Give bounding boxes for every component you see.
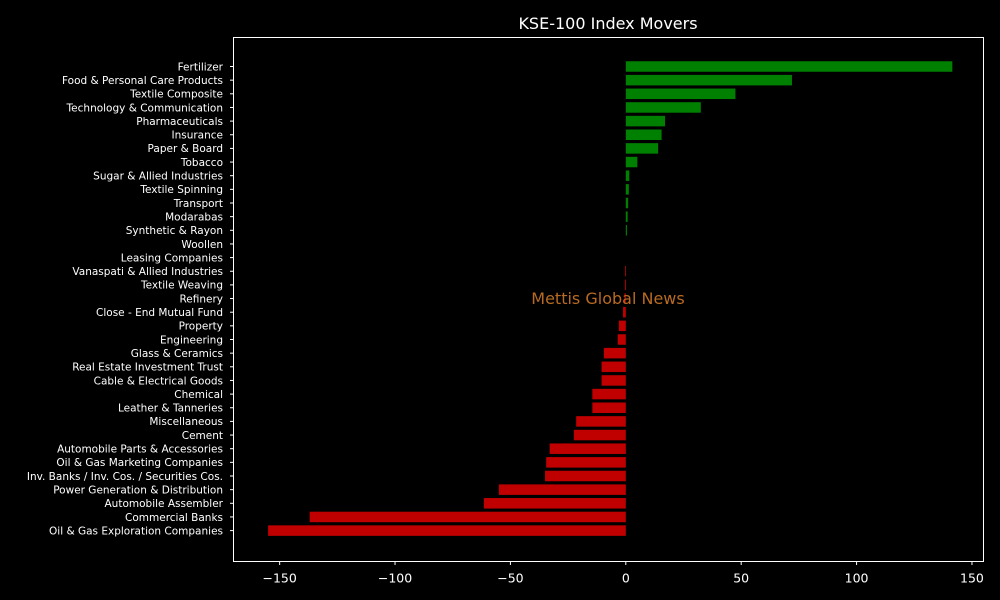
bar-transport bbox=[625, 197, 629, 209]
bar-power-generation-distribution bbox=[498, 484, 626, 495]
category-label: Property bbox=[179, 321, 223, 333]
bar-leather-tanneries bbox=[592, 402, 626, 413]
axes-frame bbox=[233, 37, 984, 562]
category-label: Vanaspati & Allied Industries bbox=[72, 266, 223, 278]
category-label: Glass & Ceramics bbox=[131, 348, 223, 360]
bar-synthetic-rayon bbox=[625, 225, 627, 236]
x-tick-label: 150 bbox=[960, 571, 984, 586]
bars-layer bbox=[268, 61, 953, 536]
category-label: Fertilizer bbox=[178, 61, 224, 73]
bar-inv-banks-inv-cos-securities-cos bbox=[545, 470, 626, 482]
bar-textile-weaving bbox=[624, 279, 626, 291]
category-label: Tobacco bbox=[180, 157, 223, 169]
bar-cement bbox=[573, 429, 626, 441]
bar-tobacco bbox=[625, 156, 638, 168]
category-label: Chemical bbox=[174, 389, 223, 401]
category-label: Synthetic & Rayon bbox=[126, 225, 223, 237]
category-label: Transport bbox=[173, 198, 223, 210]
bar-food-personal-care-products bbox=[625, 74, 792, 86]
category-label: Leasing Companies bbox=[121, 252, 223, 264]
category-label: Leather & Tanneries bbox=[118, 403, 223, 415]
category-label: Miscellaneous bbox=[149, 416, 223, 428]
bar-real-estate-investment-trust bbox=[601, 361, 626, 373]
bar-glass-ceramics bbox=[603, 347, 626, 359]
bar-vanaspati-allied-industries bbox=[625, 266, 626, 277]
category-label: Cement bbox=[182, 430, 223, 442]
bar-miscellaneous bbox=[576, 416, 626, 427]
category-label: Technology & Communication bbox=[66, 102, 223, 114]
category-label: Insurance bbox=[171, 130, 223, 142]
category-label: Real Estate Investment Trust bbox=[72, 362, 223, 374]
bar-pharmaceuticals bbox=[625, 115, 666, 127]
category-label: Cable & Electrical Goods bbox=[94, 375, 223, 387]
bar-cable-electrical-goods bbox=[601, 375, 626, 386]
category-label: Power Generation & Distribution bbox=[53, 484, 223, 496]
category-label: Textile Spinning bbox=[139, 184, 223, 196]
category-label: Oil & Gas Exploration Companies bbox=[49, 525, 223, 537]
x-tick-label: 0 bbox=[622, 571, 630, 586]
category-label: Pharmaceuticals bbox=[136, 116, 223, 128]
category-label: Sugar & Allied Industries bbox=[93, 171, 223, 183]
category-label: Textile Composite bbox=[129, 89, 223, 101]
category-label: Close - End Mutual Fund bbox=[96, 307, 223, 319]
watermark-text: Mettis Global News bbox=[531, 289, 684, 308]
category-label: Refinery bbox=[179, 293, 223, 305]
bar-engineering bbox=[617, 334, 626, 345]
bar-refinery bbox=[624, 293, 626, 304]
bar-technology-communication bbox=[625, 102, 701, 113]
bar-close-end-mutual-fund bbox=[623, 306, 626, 318]
bar-commercial-banks bbox=[309, 511, 626, 523]
category-label: Paper & Board bbox=[148, 143, 223, 155]
bar-modarabas bbox=[625, 211, 628, 222]
bar-textile-spinning bbox=[625, 184, 629, 195]
x-tick-label: 50 bbox=[733, 571, 749, 586]
x-tick-label: −100 bbox=[378, 571, 412, 586]
bar-automobile-assembler bbox=[483, 498, 626, 509]
category-label: Textile Weaving bbox=[140, 280, 223, 292]
x-tick-label: −150 bbox=[262, 571, 296, 586]
bar-sugar-allied-industries bbox=[625, 170, 630, 181]
bar-oil-gas-exploration-companies bbox=[268, 525, 626, 536]
category-label: Woollen bbox=[181, 239, 223, 251]
category-label: Oil & Gas Marketing Companies bbox=[56, 457, 223, 469]
category-label: Food & Personal Care Products bbox=[62, 75, 223, 87]
bar-property bbox=[618, 320, 626, 332]
bar-textile-composite bbox=[625, 88, 736, 100]
bar-oil-gas-marketing-companies bbox=[546, 457, 626, 468]
bar-automobile-parts-accessories bbox=[549, 443, 626, 454]
bar-insurance bbox=[625, 129, 662, 140]
chart-title: KSE-100 Index Movers bbox=[518, 14, 697, 33]
category-label: Inv. Banks / Inv. Cos. / Securities Cos. bbox=[27, 471, 223, 483]
x-tick-label: −50 bbox=[497, 571, 523, 586]
category-label: Modarabas bbox=[165, 211, 223, 223]
category-labels: Fertilizer Food & Personal Care Products T… bbox=[27, 61, 234, 537]
bar-chemical bbox=[592, 388, 626, 400]
bar-paper-board bbox=[625, 143, 659, 154]
x-tick-label: 100 bbox=[845, 571, 869, 586]
category-label: Engineering bbox=[160, 334, 223, 346]
category-label: Automobile Assembler bbox=[105, 498, 224, 510]
category-label: Automobile Parts & Accessories bbox=[57, 444, 223, 456]
bar-fertilizer bbox=[625, 61, 953, 72]
x-axis-ticks: −150 −100 −50 0 50 100 150 bbox=[262, 561, 984, 586]
category-label: Commercial Banks bbox=[125, 512, 223, 524]
